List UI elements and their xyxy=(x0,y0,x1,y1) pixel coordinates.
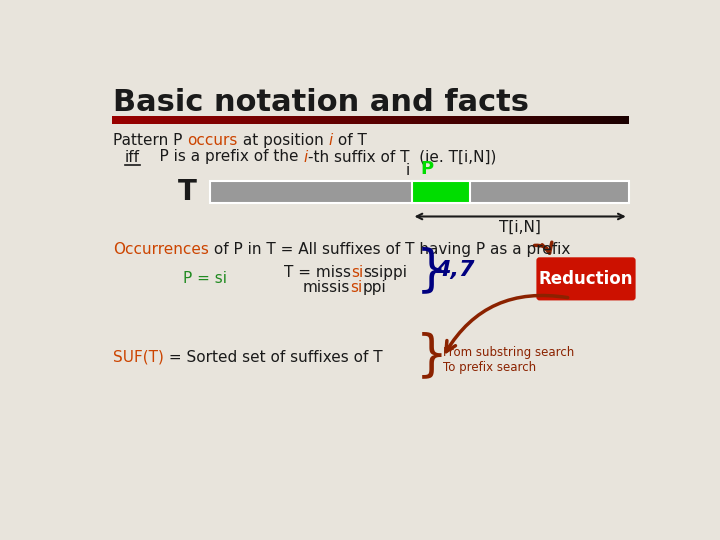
Text: missis: missis xyxy=(303,280,351,295)
Text: iff: iff xyxy=(125,150,140,165)
Text: Basic notation and facts: Basic notation and facts xyxy=(113,88,529,117)
Text: From substring search
To prefix search: From substring search To prefix search xyxy=(443,346,574,374)
Text: T[i,N]: T[i,N] xyxy=(499,220,541,234)
FancyBboxPatch shape xyxy=(536,257,636,300)
Text: at position: at position xyxy=(238,132,328,147)
Text: Occurrences: Occurrences xyxy=(113,242,209,257)
Text: i: i xyxy=(328,132,333,147)
Text: T: T xyxy=(177,178,197,206)
Text: 4,7: 4,7 xyxy=(435,260,474,280)
Text: P is a prefix of the: P is a prefix of the xyxy=(140,150,303,165)
Text: i: i xyxy=(405,163,410,178)
Text: Reduction: Reduction xyxy=(539,270,634,288)
Text: T = miss: T = miss xyxy=(284,265,351,280)
Bar xyxy=(412,181,469,202)
Text: P = si: P = si xyxy=(183,271,227,286)
Text: -th suffix of T  (ie. T[i,N]): -th suffix of T (ie. T[i,N]) xyxy=(307,150,496,165)
FancyArrowPatch shape xyxy=(534,242,552,253)
Text: P: P xyxy=(420,160,433,178)
Text: ppi: ppi xyxy=(363,280,387,295)
Text: si: si xyxy=(351,265,363,280)
Text: ssippi: ssippi xyxy=(363,265,407,280)
Text: = Sorted set of suffixes of T: = Sorted set of suffixes of T xyxy=(164,350,383,364)
Text: }: } xyxy=(415,246,447,294)
Text: SUF(T): SUF(T) xyxy=(113,350,164,364)
FancyArrowPatch shape xyxy=(446,295,568,352)
Text: Pattern P: Pattern P xyxy=(113,132,187,147)
Bar xyxy=(210,181,629,202)
Text: of T: of T xyxy=(333,132,366,147)
Text: occurs: occurs xyxy=(187,132,238,147)
Text: i: i xyxy=(303,150,307,165)
Text: of P in T = All suffixes of T having P as a prefix: of P in T = All suffixes of T having P a… xyxy=(209,242,570,257)
Text: }: } xyxy=(415,331,447,379)
Text: si: si xyxy=(351,280,363,295)
